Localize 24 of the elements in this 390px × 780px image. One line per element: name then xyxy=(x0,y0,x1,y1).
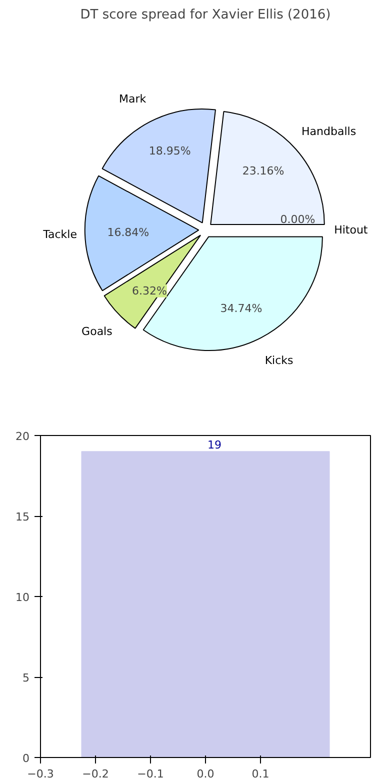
data-label: 34.74% xyxy=(220,302,262,315)
annotation: 19 xyxy=(208,438,222,452)
slice-label: Mark xyxy=(119,92,147,106)
x-tick-label: 0.0 xyxy=(196,768,214,780)
x-tick-label: −0.2 xyxy=(82,768,109,780)
slice-label: Goals xyxy=(82,324,113,338)
category-label: Hitout xyxy=(334,223,368,236)
y-tick-label: 5 xyxy=(22,672,30,684)
y-tick-label: 0 xyxy=(22,752,30,765)
slice-label: Tackle xyxy=(42,228,78,242)
data-label: 18.95% xyxy=(148,144,191,158)
data-label: 16.84% xyxy=(107,226,150,240)
x-tick-label: −0.3 xyxy=(27,768,54,780)
text: 0.00% xyxy=(280,212,316,226)
x-tick-label: −0.1 xyxy=(137,768,164,780)
chart-title: DT score spread for Xavier Ellis (2016) xyxy=(80,8,331,22)
y-tick-label: 20 xyxy=(16,430,30,443)
slice-label: Handballs xyxy=(302,125,356,138)
y-tick-label: 15 xyxy=(16,510,30,524)
slice-label: Kicks xyxy=(264,354,294,368)
data-label: 23.16% xyxy=(242,164,284,178)
y-tick-label: 10 xyxy=(16,591,30,604)
x-tick-label: 0.1 xyxy=(252,768,270,780)
data-label: 6.32% xyxy=(132,284,167,298)
